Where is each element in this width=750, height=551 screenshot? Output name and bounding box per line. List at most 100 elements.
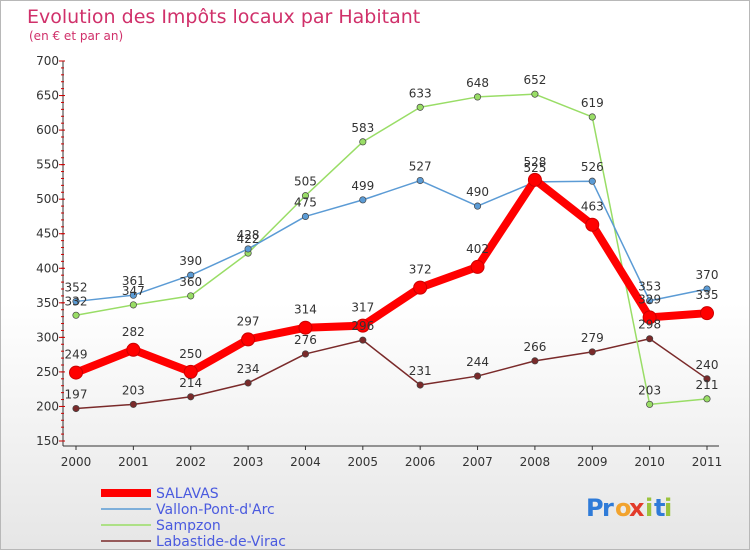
x-tick-label: 2003	[233, 455, 264, 469]
data-point	[355, 318, 370, 333]
data-point	[585, 217, 600, 232]
data-label: 475	[294, 195, 317, 209]
data-point	[359, 138, 367, 146]
data-point	[527, 172, 542, 187]
data-point	[187, 271, 195, 279]
data-point	[301, 192, 310, 200]
data-label: 347	[122, 284, 145, 298]
data-point	[359, 336, 367, 344]
legend: SALAVASVallon-Pont-d'ArcSampzonLabastide…	[101, 486, 286, 550]
data-point	[588, 113, 596, 121]
data-point	[473, 372, 482, 380]
data-point	[72, 311, 80, 319]
data-point	[129, 291, 137, 299]
data-point	[473, 93, 482, 101]
data-label: 250	[179, 347, 202, 361]
data-point	[241, 332, 256, 347]
data-label: 370	[696, 268, 719, 282]
logo-letter: r	[602, 494, 614, 522]
data-point	[187, 393, 195, 401]
data-point	[298, 320, 313, 335]
series-line	[75, 337, 708, 410]
data-point	[301, 212, 310, 221]
data-label: 490	[466, 185, 489, 199]
proxiti-logo: Pr ox i ti	[586, 494, 672, 522]
logo-letter: i	[664, 494, 672, 522]
logo-letter: x	[629, 494, 645, 522]
data-label: 297	[237, 314, 260, 328]
data-point	[244, 379, 252, 387]
data-point	[187, 292, 195, 300]
data-label: 314	[294, 303, 317, 317]
data-point	[470, 259, 485, 274]
y-tick-label: 550	[36, 158, 59, 172]
data-label: 633	[409, 86, 432, 100]
y-tick-label: 300	[36, 330, 59, 344]
y-tick-label: 350	[36, 296, 59, 310]
data-point	[413, 280, 428, 295]
data-label: 526	[581, 160, 604, 174]
y-tick-label: 650	[36, 89, 59, 103]
data-point	[359, 196, 367, 204]
y-tick-label: 150	[36, 434, 59, 448]
data-label: 203	[122, 383, 145, 397]
data-label: 266	[523, 340, 546, 354]
data-label: 499	[351, 179, 374, 193]
y-tick-label: 700	[36, 54, 59, 68]
data-point	[531, 357, 539, 365]
data-point	[703, 375, 711, 383]
data-label: 390	[179, 254, 202, 268]
data-label: 372	[409, 263, 432, 277]
legend-label: Sampzon	[156, 518, 221, 534]
data-point	[531, 90, 539, 98]
data-label: 244	[466, 355, 489, 369]
data-point	[416, 176, 424, 185]
legend-label: Labastide-de-Virac	[156, 534, 286, 550]
chart-title: Evolution des Impôts locaux par Habitant	[27, 6, 420, 28]
data-label: 249	[65, 348, 88, 362]
data-label: 525	[523, 161, 546, 175]
data-label: 648	[466, 76, 489, 90]
data-label: 335	[696, 288, 719, 302]
series-sampzon	[72, 90, 711, 408]
data-point	[183, 364, 198, 379]
data-label: 463	[581, 200, 604, 214]
data-point	[72, 404, 80, 413]
x-tick-label: 2010	[634, 455, 665, 469]
data-label: 505	[294, 175, 317, 189]
data-point	[244, 245, 252, 253]
data-point	[126, 342, 141, 357]
data-label: 652	[523, 73, 546, 87]
legend-label: Vallon-Pont-d'Arc	[156, 502, 275, 518]
data-label: 361	[122, 274, 145, 288]
logo-letter: o	[615, 494, 632, 522]
chart-subtitle: (en € et par an)	[29, 29, 123, 43]
data-label: 197	[65, 388, 88, 402]
data-point	[473, 202, 482, 210]
logo-letter: t	[654, 494, 665, 522]
y-tick-label: 450	[36, 227, 59, 241]
data-point	[703, 395, 711, 403]
logo-letter: P	[586, 494, 604, 522]
y-tick-label: 600	[36, 123, 59, 137]
data-label: 282	[122, 325, 145, 339]
data-point	[72, 297, 80, 305]
series-line	[74, 175, 708, 377]
data-point	[129, 400, 137, 408]
series-labastide-de-virac	[72, 335, 711, 413]
data-label: 317	[351, 301, 374, 315]
data-label: 352	[65, 280, 88, 294]
data-point	[301, 350, 310, 358]
data-label: 332	[65, 294, 88, 308]
data-point	[700, 306, 714, 321]
data-point	[69, 365, 83, 380]
series-line	[75, 93, 708, 406]
data-label: 231	[409, 364, 432, 378]
y-tick-label: 200	[36, 399, 59, 413]
logo-letter: i	[645, 494, 653, 522]
data-point	[416, 381, 424, 389]
x-tick-label: 2008	[520, 455, 551, 469]
data-point	[646, 400, 654, 408]
y-tick-label: 400	[36, 261, 59, 275]
